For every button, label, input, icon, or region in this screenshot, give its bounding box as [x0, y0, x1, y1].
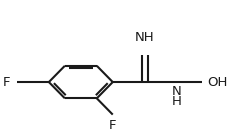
Text: OH: OH: [207, 76, 228, 89]
Text: H: H: [172, 95, 182, 108]
Text: F: F: [3, 76, 10, 89]
Text: F: F: [109, 119, 116, 132]
Text: NH: NH: [135, 31, 154, 44]
Text: N: N: [172, 85, 182, 98]
